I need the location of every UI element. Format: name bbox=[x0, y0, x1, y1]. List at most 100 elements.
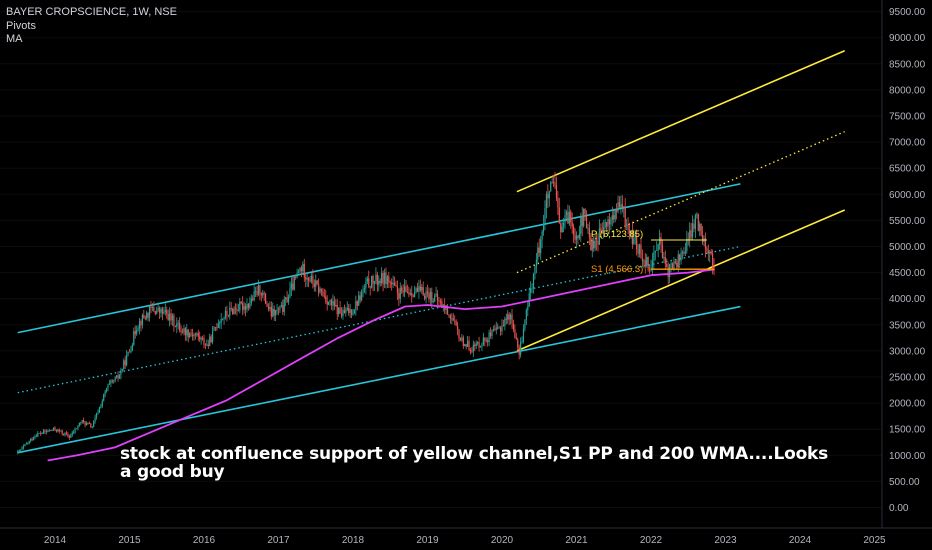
candle-body bbox=[318, 284, 320, 293]
candle-body bbox=[631, 230, 633, 244]
candle-body bbox=[91, 426, 93, 428]
candle-body bbox=[600, 228, 602, 232]
candle-body bbox=[706, 248, 708, 251]
candle-body bbox=[666, 263, 668, 268]
indicator-ma-label[interactable]: MA bbox=[6, 33, 23, 45]
channel-yellow-mid-dotted bbox=[516, 131, 845, 274]
candle-body bbox=[676, 262, 678, 268]
candle-body bbox=[37, 433, 39, 437]
candle-body bbox=[290, 283, 292, 289]
candle-body bbox=[252, 298, 254, 300]
candle-body bbox=[471, 351, 473, 353]
candle-body bbox=[123, 360, 125, 369]
candle-body bbox=[518, 347, 520, 355]
candle-body bbox=[396, 286, 399, 294]
candle-body bbox=[55, 429, 58, 432]
candle-body bbox=[105, 388, 108, 392]
candle-body bbox=[325, 296, 327, 302]
candle-body bbox=[166, 309, 168, 315]
candle-body bbox=[263, 293, 265, 294]
candle-body bbox=[436, 293, 439, 301]
candle-body bbox=[27, 443, 29, 444]
time-tick-label: 2019 bbox=[416, 535, 439, 546]
candle-body bbox=[395, 285, 397, 287]
candle-body bbox=[449, 315, 452, 319]
candle-body bbox=[392, 282, 394, 285]
candle-body bbox=[399, 287, 401, 299]
candle-body bbox=[707, 250, 709, 254]
candle-body bbox=[171, 315, 174, 321]
candle-body bbox=[47, 431, 49, 433]
candle-body bbox=[203, 338, 205, 345]
candle-body bbox=[253, 291, 255, 300]
candle-body bbox=[117, 375, 119, 379]
candle-body bbox=[521, 341, 523, 343]
candle-body bbox=[520, 342, 522, 355]
candle-body bbox=[352, 313, 354, 315]
candle-body bbox=[35, 436, 37, 438]
candle-body bbox=[530, 288, 532, 294]
candle-body bbox=[535, 259, 537, 267]
candle-body bbox=[201, 337, 204, 339]
candle-body bbox=[93, 421, 95, 427]
candle-body bbox=[428, 293, 430, 300]
candle-body bbox=[209, 336, 211, 347]
time-tick-label: 2024 bbox=[789, 535, 812, 546]
candle-body bbox=[710, 251, 712, 254]
candle-body bbox=[107, 384, 109, 389]
candle-body bbox=[333, 301, 335, 307]
candle-body bbox=[610, 219, 612, 225]
candle-body bbox=[360, 292, 363, 301]
candle-body bbox=[193, 334, 195, 337]
price-axis[interactable]: 9500.00 9000.00 8500.00 8000.00 7500.00 7000.… bbox=[881, 0, 926, 528]
candle-body bbox=[256, 291, 258, 295]
price-tick-label: 7500.00 bbox=[889, 112, 926, 123]
candle-body bbox=[214, 327, 217, 329]
candle-body bbox=[141, 315, 143, 326]
candle-body bbox=[568, 211, 570, 224]
candle-body bbox=[601, 231, 603, 234]
candle-body bbox=[280, 305, 282, 307]
candle-body bbox=[143, 315, 145, 318]
candle-body bbox=[51, 430, 53, 431]
candle-body bbox=[454, 320, 456, 322]
candle-body bbox=[270, 307, 272, 317]
candle-body bbox=[626, 224, 628, 226]
candle-body bbox=[186, 329, 188, 336]
candle-body bbox=[532, 274, 535, 288]
candle-body bbox=[680, 252, 682, 261]
candle-body bbox=[432, 301, 434, 303]
candle-body bbox=[598, 228, 601, 245]
candle-body bbox=[190, 333, 192, 335]
price-tick-label: 9000.00 bbox=[889, 33, 926, 44]
time-axis[interactable]: 2014 2015 2016 2017 2018 2019 2020 2021 2022 2023… bbox=[0, 527, 932, 546]
candle-body bbox=[259, 285, 261, 294]
price-tick-label: 500.00 bbox=[889, 477, 920, 488]
candle-body bbox=[138, 321, 141, 329]
candle-body bbox=[249, 303, 251, 308]
candle-body bbox=[244, 306, 247, 310]
candle-body bbox=[577, 235, 579, 239]
candle-body bbox=[103, 394, 105, 401]
candle-body bbox=[669, 264, 671, 278]
candle-body bbox=[574, 234, 576, 240]
symbol-title[interactable]: BAYER CROPSCIENCE, 1W, NSE bbox=[6, 6, 177, 18]
candle-body bbox=[429, 291, 431, 300]
candle-body bbox=[561, 226, 563, 233]
candle-body bbox=[130, 350, 132, 352]
indicator-pivots-label[interactable]: Pivots bbox=[6, 19, 36, 32]
candle-body bbox=[421, 287, 423, 291]
candle-body bbox=[183, 328, 185, 333]
candle-body bbox=[180, 330, 182, 332]
candle-body bbox=[522, 328, 525, 342]
candle-body bbox=[700, 223, 702, 236]
candle-body bbox=[189, 333, 191, 338]
candle-body bbox=[342, 309, 344, 317]
candle-body bbox=[300, 267, 303, 272]
candle-body bbox=[451, 318, 453, 320]
candle-body bbox=[621, 204, 623, 208]
candle-body bbox=[134, 331, 136, 334]
candle-body bbox=[418, 286, 420, 292]
